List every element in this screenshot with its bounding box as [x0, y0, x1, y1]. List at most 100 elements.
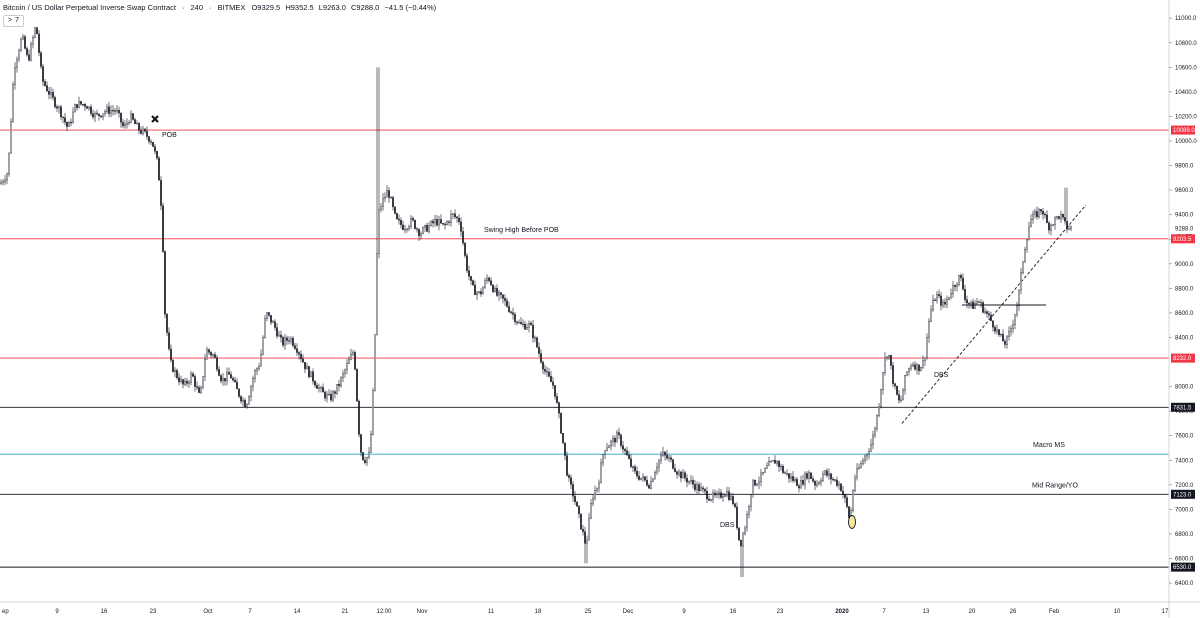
candle: [220, 373, 222, 384]
candle: [622, 440, 624, 454]
candle: [818, 480, 820, 486]
candle: [610, 439, 612, 451]
candle: [50, 87, 52, 100]
candle: [460, 217, 462, 237]
candle: [210, 351, 212, 359]
candle: [634, 464, 636, 475]
symbol-title[interactable]: Bitcoin / US Dollar Perpetual Inverse Sw…: [3, 3, 176, 12]
time-tick-20: 20: [969, 609, 976, 615]
trendline[interactable]: [901, 204, 1087, 424]
candle: [362, 452, 364, 461]
candle: [530, 320, 532, 326]
candle: [906, 371, 908, 377]
candle: [540, 349, 542, 364]
candle: [10, 118, 12, 154]
candle: [998, 329, 1000, 338]
indicators-toggle-button[interactable]: > 7: [3, 15, 24, 27]
candle: [432, 218, 434, 228]
interval-label[interactable]: 240: [190, 3, 204, 12]
candle: [896, 385, 898, 396]
candle: [926, 333, 928, 360]
candle: [954, 284, 956, 292]
price-tick-14: 8000.0: [1175, 385, 1194, 391]
candle: [814, 479, 816, 491]
candle: [150, 139, 152, 145]
time-tick-22: Feb: [1049, 609, 1060, 615]
candle: [796, 476, 798, 487]
annotations-layer: POB DBS DBS: [151, 115, 1046, 529]
candle: [358, 399, 360, 438]
candle: [612, 435, 614, 447]
candle: [428, 221, 430, 234]
candle: [722, 492, 724, 502]
candle: [164, 250, 166, 319]
candle: [586, 535, 588, 564]
candle: [228, 367, 230, 375]
open-value: O9329.5: [251, 3, 281, 12]
candle: [866, 453, 868, 461]
candle: [2, 179, 4, 186]
candle: [182, 378, 184, 389]
candle: [258, 362, 260, 371]
candle: [232, 376, 234, 382]
candle: [48, 86, 50, 100]
candle: [570, 474, 572, 490]
candle: [256, 367, 258, 376]
pob-label: POB: [162, 132, 177, 139]
candle: [1034, 208, 1036, 219]
price-tick-10: 9000.0: [1175, 262, 1194, 268]
candle: [382, 193, 384, 211]
candle: [840, 482, 842, 492]
candle: [30, 41, 32, 62]
price-axis[interactable]: 11000.0 10800.0 10600.0 10400.0 10200.0 10000…: [1169, 16, 1197, 587]
candle: [546, 366, 548, 378]
candle: [916, 362, 918, 375]
candle: [292, 335, 294, 348]
candle: [802, 474, 804, 487]
candle: [646, 475, 648, 487]
candle: [368, 446, 370, 460]
candle: [708, 495, 710, 501]
candle: [930, 305, 932, 323]
candle: [28, 49, 30, 62]
time-tick-5: 7: [248, 609, 252, 615]
candle: [682, 469, 684, 479]
candle: [332, 389, 334, 403]
candle: [98, 113, 100, 121]
candle: [112, 104, 114, 116]
candle: [336, 384, 338, 396]
candle: [644, 476, 646, 482]
candle: [240, 395, 242, 404]
candle: [908, 367, 910, 376]
candle: [706, 486, 708, 504]
candle: [322, 383, 324, 393]
candle: [1014, 314, 1016, 330]
svg-text:7123.0: 7123.0: [1173, 492, 1192, 498]
candle: [964, 284, 966, 303]
candle: [702, 485, 704, 493]
candle: [490, 277, 492, 286]
candle: [438, 215, 440, 231]
candle: [736, 502, 738, 531]
candle: [552, 376, 554, 390]
candle: [944, 297, 946, 308]
candle: [452, 213, 454, 220]
candle: [66, 121, 68, 132]
candle: [88, 106, 90, 111]
candle: [404, 224, 406, 234]
candle: [858, 463, 860, 470]
candle: [516, 320, 518, 326]
candle: [754, 479, 756, 487]
candle: [872, 430, 874, 450]
candle: [820, 477, 822, 487]
candle: [318, 383, 320, 393]
candle: [598, 479, 600, 493]
candle: [190, 370, 192, 386]
svg-text:8232.0: 8232.0: [1173, 356, 1192, 362]
candle: [120, 112, 122, 128]
time-axis[interactable]: ep 9 16 23 Oct 7 14 21 12:00 Nov 11 18 25 Dec 9 16 23 202…: [2, 609, 1169, 615]
candle: [632, 465, 634, 472]
candle: [766, 461, 768, 469]
candle: [274, 319, 276, 331]
